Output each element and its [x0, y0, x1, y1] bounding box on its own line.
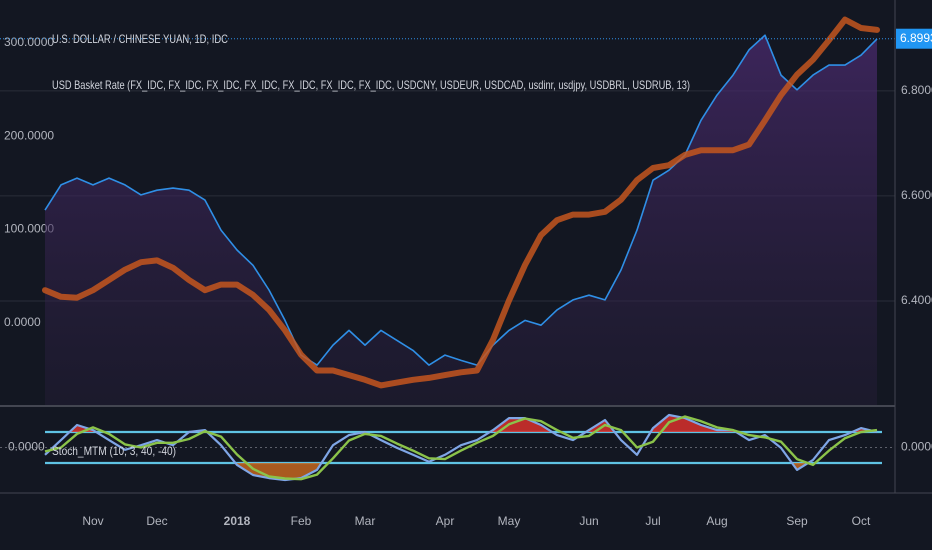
x-tick-label: Oct [852, 514, 871, 528]
y-tick-label: 100.0000 [4, 222, 54, 236]
x-tick-label: Aug [706, 514, 727, 528]
y2-tick-label: 6.6000 [901, 188, 932, 202]
y-tick-label: 0.0000 [8, 440, 45, 454]
x-tick-label: Mar [355, 514, 376, 528]
x-tick-label: Apr [436, 514, 455, 528]
x-tick-label: Sep [786, 514, 808, 528]
stoch-line [44, 413, 878, 482]
oscillator-title: Stoch_MTM (10, 3, 40, -40) [52, 444, 176, 458]
y2-tick-label: 0.0000 [901, 440, 932, 454]
last-value-label: 6.8993 [900, 31, 932, 45]
y-tick-label: 0.0000 [4, 315, 41, 329]
x-tick-label: Jul [645, 514, 660, 528]
chart-title: U.S. DOLLAR / CHINESE YUAN, 1D, IDC [52, 32, 228, 46]
x-tick-label: 2018 [224, 514, 251, 528]
x-tick-label: Dec [146, 514, 167, 528]
signal-line [44, 415, 878, 481]
x-tick-label: May [498, 514, 521, 528]
x-tick-label: Feb [291, 514, 312, 528]
x-tick-label: Jun [579, 514, 598, 528]
y-tick-label: 300.0000 [4, 35, 54, 49]
price-area [45, 35, 877, 405]
indicator-title: USD Basket Rate (FX_IDC, FX_IDC, FX_IDC,… [52, 78, 690, 92]
last-value-box [896, 28, 932, 49]
y-tick-label: 200.0000 [4, 128, 54, 142]
x-tick-label: Nov [82, 514, 103, 528]
price-line [44, 34, 878, 366]
basket-line [42, 16, 880, 389]
y2-tick-label: 6.4000 [901, 293, 932, 307]
